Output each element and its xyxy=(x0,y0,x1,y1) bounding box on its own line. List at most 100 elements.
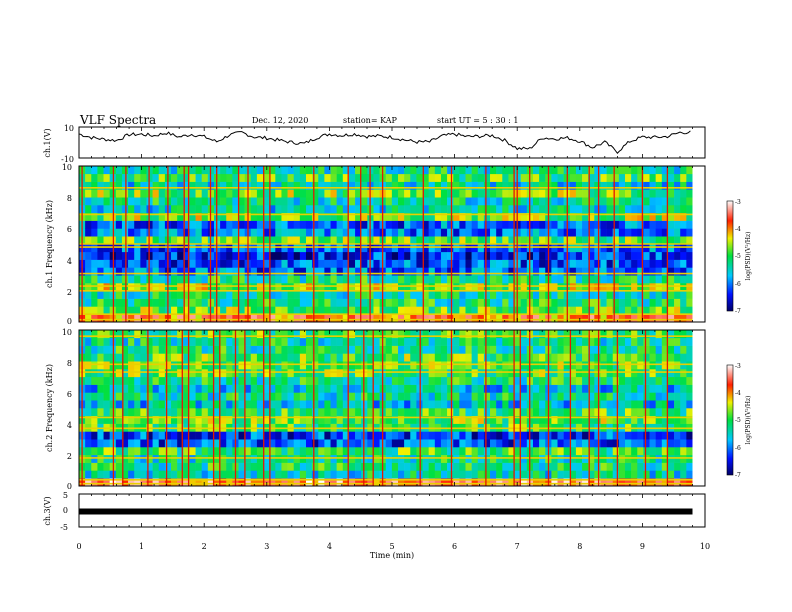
spectrogram-cell xyxy=(361,173,368,182)
spectrogram-cell xyxy=(557,439,564,448)
spectrogram-cell xyxy=(121,189,129,198)
spectrogram-cell xyxy=(483,212,491,221)
spectrogram-cell xyxy=(201,236,209,245)
spectrogram-cell xyxy=(410,267,417,276)
spectrogram-cell xyxy=(189,228,196,237)
spectrogram-cell xyxy=(342,166,350,175)
spectrogram-cell xyxy=(686,361,693,370)
spectrogram-cell xyxy=(171,454,178,463)
spectrogram-cell xyxy=(195,415,202,424)
spectrogram-cell xyxy=(459,361,466,370)
spectrogram-cell xyxy=(539,447,546,456)
spectrogram-cell xyxy=(342,181,350,190)
spectrogram-cell xyxy=(128,400,135,409)
spectrogram-cell xyxy=(453,314,460,323)
spectrogram-cell xyxy=(569,353,577,362)
spectrogram-cell xyxy=(158,220,166,229)
spectrogram-cell xyxy=(348,166,356,175)
spectrogram-cell xyxy=(649,431,656,440)
spectrogram-cell xyxy=(404,236,411,245)
spectrogram-cell xyxy=(128,415,135,424)
spectrogram-cell xyxy=(348,267,356,276)
spectrogram-cell xyxy=(103,408,110,417)
spectrogram-cell xyxy=(244,470,252,479)
spectrogram-cell xyxy=(97,400,104,409)
spectrogram-cell xyxy=(631,197,638,206)
spectrogram-cell xyxy=(305,259,313,268)
spectrogram-cell xyxy=(606,173,614,182)
spectrogram-cell xyxy=(269,431,276,440)
spectrogram-cell xyxy=(674,337,681,346)
spectrogram-cell xyxy=(115,392,123,401)
spectrogram-cell xyxy=(324,361,331,370)
spectrogram-cell xyxy=(275,392,282,401)
spectrogram-cell xyxy=(404,462,411,471)
spectrogram-cell xyxy=(312,244,319,253)
spectrogram-cell xyxy=(618,454,626,463)
spectrogram-cell xyxy=(336,244,344,253)
spectrogram-cell xyxy=(293,220,301,229)
spectrogram-cell xyxy=(410,447,417,456)
spectrogram-cell xyxy=(85,353,92,362)
spectrogram-cell xyxy=(508,236,515,245)
spectrogram-cell xyxy=(128,298,135,307)
spectrogram-cell xyxy=(625,408,632,417)
spectrogram-cell xyxy=(85,314,92,323)
spectrogram-cell xyxy=(459,439,466,448)
spectrogram-cell xyxy=(312,431,319,440)
spectrogram-cell xyxy=(391,408,399,417)
spectrogram-cell xyxy=(637,353,644,362)
spectrogram-cell xyxy=(275,478,282,487)
spectrogram-cell xyxy=(434,447,442,456)
spectrogram-cell xyxy=(440,400,448,409)
spectrogram-cell xyxy=(582,431,589,440)
spectrogram-cell xyxy=(594,166,601,175)
spectrogram-cell xyxy=(471,283,479,292)
spectrogram-cell xyxy=(232,228,239,237)
spectrogram-cell xyxy=(637,408,644,417)
spectrogram-cell xyxy=(128,251,135,260)
spectrogram-cell xyxy=(134,228,141,237)
spectrogram-cell xyxy=(496,415,503,424)
spectrogram-cell xyxy=(440,251,448,260)
spectrogram-cell xyxy=(238,392,245,401)
spectrogram-cell xyxy=(508,376,515,385)
spectrogram-cell xyxy=(551,189,558,198)
spectrogram-cell xyxy=(134,431,141,440)
spectrogram-cell xyxy=(299,298,307,307)
spectrogram-cell xyxy=(355,376,362,385)
spectrogram-cell xyxy=(213,392,221,401)
spectrogram-cell xyxy=(342,478,350,487)
spectrogram-cell xyxy=(189,205,196,214)
spectrogram-cell xyxy=(398,298,405,307)
spectrogram-cell xyxy=(164,376,172,385)
spectrogram-cell xyxy=(398,212,405,221)
spectrogram-cell xyxy=(263,236,270,245)
spectrogram-cell xyxy=(140,454,147,463)
spectrogram-cell xyxy=(336,376,344,385)
spectrogram-cell xyxy=(539,228,546,237)
spectrogram-cell xyxy=(158,392,166,401)
spectrogram-cell xyxy=(373,275,380,284)
spectrogram-cell xyxy=(404,166,411,175)
spectrogram-cell xyxy=(275,228,282,237)
spectrogram-cell xyxy=(422,244,429,253)
spectrogram-cell xyxy=(575,376,583,385)
spectrogram-cell xyxy=(625,251,632,260)
spectrogram-cell xyxy=(195,251,202,260)
spectrogram-cell xyxy=(348,376,356,385)
spectrogram-cell xyxy=(256,330,264,339)
spectrogram-cell xyxy=(655,314,663,323)
spectrogram-cell xyxy=(318,345,325,354)
spectrogram-cell xyxy=(447,228,454,237)
spectrogram-cell xyxy=(361,298,368,307)
spectrogram-cell xyxy=(459,454,466,463)
spectrogram-cell xyxy=(140,415,147,424)
spectrogram-cell xyxy=(91,197,98,206)
spectrogram-cell xyxy=(244,361,252,370)
spectrogram-cell xyxy=(520,361,528,370)
spectrogram-cell xyxy=(342,251,350,260)
spectrogram-cell xyxy=(674,447,681,456)
spectrogram-cell xyxy=(385,400,393,409)
spectrogram-cell xyxy=(410,408,417,417)
